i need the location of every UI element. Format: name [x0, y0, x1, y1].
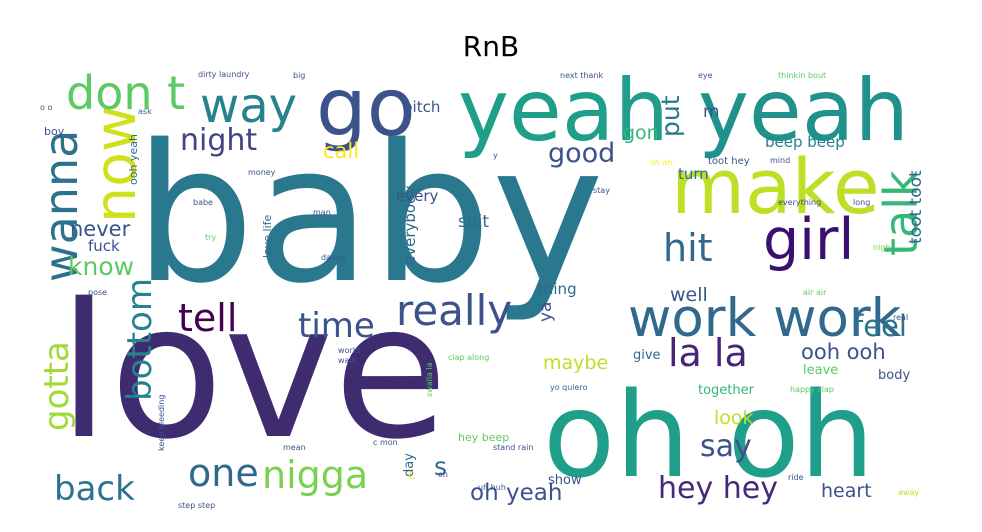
cloud-word: y: [493, 151, 498, 160]
cloud-word: love: [58, 263, 448, 480]
cloud-word: maybe: [543, 352, 609, 374]
cloud-word: eye: [698, 71, 713, 80]
cloud-word: stay: [593, 186, 610, 195]
cloud-word: show: [548, 473, 582, 488]
cloud-word: say: [700, 429, 752, 464]
cloud-word: yo quiero: [550, 383, 588, 392]
cloud-word: mind: [770, 156, 791, 165]
cloud-word: s: [434, 452, 448, 481]
cloud-word: tell: [178, 296, 238, 340]
cloud-word: uh huh: [478, 483, 506, 492]
cloud-word: look: [714, 407, 754, 429]
cloud-word: thing: [538, 280, 577, 298]
cloud-word: back: [54, 469, 135, 509]
cloud-word: gotta: [37, 341, 77, 431]
cloud-word: big: [293, 71, 306, 80]
cloud-word: keep bleeding: [157, 394, 166, 451]
cloud-word: everything: [778, 198, 822, 207]
cloud-word: yeah: [458, 61, 670, 161]
cloud-word: together: [698, 383, 754, 398]
cloud-word: yeah: [698, 61, 910, 161]
cloud-word: bitch: [403, 98, 441, 116]
cloud-word: long: [853, 198, 871, 207]
cloud-word: leave: [803, 363, 839, 378]
cloud-word: dirty laundry: [198, 70, 250, 79]
cloud-word: body: [878, 368, 911, 383]
word-cloud: baby love oh oh yeah yeah go make work work girl…: [34, 61, 938, 522]
chart-title: RnB: [462, 30, 520, 63]
cloud-word: world: [338, 346, 361, 355]
cloud-word: hit: [663, 226, 713, 270]
cloud-word: heart: [821, 480, 872, 502]
cloud-word: every: [396, 187, 439, 205]
cloud-word: turn: [678, 165, 709, 183]
cloud-word: ya: [536, 301, 556, 322]
cloud-word: go: [316, 61, 416, 154]
cloud-word: really: [396, 286, 513, 335]
cloud-word: ride: [788, 473, 804, 482]
cloud-word: hey hey: [658, 471, 778, 506]
cloud-word: work work: [628, 288, 902, 349]
cloud-word: mean: [283, 443, 306, 452]
cloud-word: gon: [623, 122, 659, 144]
cloud-word: oh yeah: [470, 480, 563, 506]
cloud-word: oh oh: [543, 366, 875, 504]
cloud-word: don t: [66, 66, 186, 120]
cloud-word: step step: [178, 501, 216, 510]
cloud-word: ask: [138, 107, 152, 116]
cloud-word: try: [205, 233, 217, 242]
cloud-word: boy: [44, 125, 65, 138]
cloud-word: give: [633, 348, 661, 363]
cloud-word: never: [70, 217, 131, 241]
cloud-word: hey beep: [458, 431, 510, 444]
cloud-word: well: [670, 284, 708, 306]
cloud-word: call: [323, 139, 360, 163]
cloud-word: stand rain: [493, 443, 534, 452]
cloud-word: ooh yeah: [127, 134, 140, 185]
cloud-word: way: [200, 78, 298, 134]
cloud-word: one: [188, 451, 259, 495]
cloud-word: night: [180, 123, 258, 158]
cloud-word: shit: [458, 212, 490, 232]
cloud-word: happy clap: [790, 385, 835, 394]
cloud-word: la la: [668, 331, 748, 375]
cloud-word: clap along: [448, 353, 490, 362]
cloud-word: swalla la: [425, 362, 434, 397]
cloud-word: nigga: [262, 453, 369, 497]
cloud-word: time: [298, 306, 375, 346]
cloud-word: thinkin bout: [778, 71, 827, 80]
cloud-word: fuck: [88, 237, 120, 255]
cloud-word: money: [248, 168, 276, 177]
cloud-word: c: [408, 468, 416, 483]
cloud-word: walk: [338, 356, 357, 365]
cloud-word: baby: [134, 104, 605, 325]
cloud-word: o o: [40, 103, 53, 112]
cloud-word: know: [68, 252, 135, 281]
cloud-word: nigh: [873, 243, 891, 252]
cloud-word: toot hey: [708, 156, 750, 167]
cloud-word: everybody: [401, 185, 419, 265]
cloud-word: real: [893, 313, 909, 322]
cloud-word: beep beep: [765, 133, 845, 151]
cloud-word: dance: [321, 253, 346, 262]
cloud-word: toot toot: [906, 170, 926, 244]
cloud-word: bottom: [120, 278, 160, 401]
cloud-word: oh: [438, 470, 448, 479]
cloud-word: love life: [261, 214, 274, 258]
cloud-word: put: [656, 95, 685, 137]
cloud-word: ooh ooh: [801, 340, 886, 364]
cloud-word: pose: [88, 288, 108, 297]
cloud-word: feel: [853, 309, 907, 343]
cloud-word: good: [548, 138, 616, 169]
cloud-word: next thank: [560, 71, 604, 80]
cloud-word: c mon: [373, 438, 398, 447]
cloud-word: m: [703, 102, 720, 122]
cloud-word: babe: [193, 198, 213, 207]
cloud-word: make: [671, 142, 880, 231]
cloud-word: man: [313, 208, 331, 217]
cloud-word: away: [898, 488, 920, 497]
cloud-word: oh ah: [650, 158, 673, 167]
cloud-word: air air: [803, 288, 827, 297]
cloud-word: girl: [763, 207, 855, 273]
